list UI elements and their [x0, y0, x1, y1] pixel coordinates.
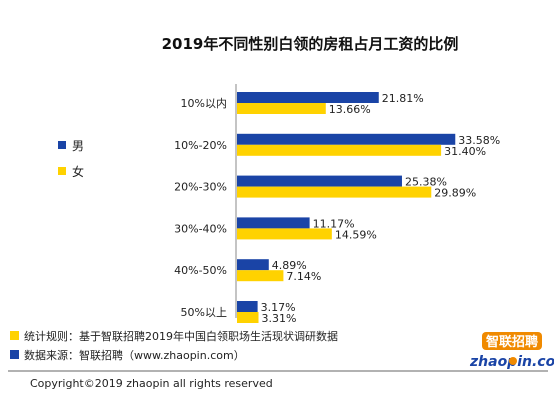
- logo-english-text: zhaopin.com: [469, 354, 554, 370]
- category-label: 50%以上: [181, 306, 227, 319]
- logo-zhaopin: zhaopin: [469, 354, 532, 370]
- footnote-rules: 统计规则：基于智联招聘2019年中国白领职场生活现状调研数据: [24, 329, 338, 343]
- value-label-male: 11.17%: [313, 217, 355, 230]
- value-label-female: 29.89%: [434, 187, 476, 200]
- value-label-female: 14.59%: [335, 228, 377, 241]
- value-label-male: 21.81%: [382, 92, 424, 105]
- footnote-swatch-yellow: [10, 331, 19, 340]
- logo-dotcom: .com: [532, 354, 554, 370]
- value-label-female: 3.31%: [262, 312, 297, 325]
- bar-male: [237, 217, 310, 229]
- footnote-source: 数据来源：智联招聘（www.zhaopin.com）: [24, 348, 245, 362]
- logo-dot-icon: [509, 357, 517, 365]
- bar-male: [237, 92, 379, 103]
- category-label: 40%-50%: [174, 264, 227, 277]
- bar-male: [237, 175, 402, 187]
- bar-female: [237, 270, 284, 282]
- category-label: 10%以内: [181, 96, 227, 110]
- category-label: 20%-30%: [174, 181, 227, 194]
- bar-male: [237, 301, 258, 312]
- bar-female: [237, 144, 442, 156]
- logo-chinese-text: 智联招聘: [486, 334, 538, 350]
- logo-badge: [482, 332, 542, 350]
- footnote-swatch-blue: [10, 350, 19, 359]
- category-label: 30%-40%: [174, 222, 227, 235]
- legend-label-male: 男: [72, 139, 84, 153]
- copyright-text: Copyright©2019 zhaopin all rights reserv…: [30, 377, 273, 390]
- value-label-male: 4.89%: [272, 259, 307, 272]
- category-labels: 10%以内 10%-20% 20%-30% 30%-40% 40%-50% 50%以上: [174, 96, 227, 319]
- bar-female: [237, 103, 326, 114]
- value-label-male: 33.58%: [458, 134, 500, 147]
- chart-title: 2019年不同性别白领的房租占月工资的比例: [162, 35, 459, 53]
- bar-female: [237, 312, 259, 323]
- bars-group: 21.81% 13.66% 33.58%31.40% 25.38%29.89% 11.1…: [237, 92, 500, 325]
- value-label-male: 3.17%: [261, 301, 296, 314]
- zhaopin-logo: 智联招聘 zhaopin.com: [469, 332, 554, 370]
- category-label: 10%-20%: [174, 139, 227, 152]
- value-label-male: 25.38%: [405, 176, 447, 189]
- legend-label-female: 女: [72, 164, 84, 179]
- bar-male: [237, 259, 269, 271]
- bar-female: [237, 228, 332, 240]
- legend-swatch-male: [58, 141, 66, 149]
- bar-male: [237, 133, 456, 145]
- value-label-female: 13.66%: [329, 103, 371, 116]
- legend-swatch-female: [58, 167, 66, 175]
- bar-female: [237, 186, 432, 198]
- value-label-female: 7.14%: [286, 270, 321, 283]
- value-label-female: 31.40%: [444, 145, 486, 158]
